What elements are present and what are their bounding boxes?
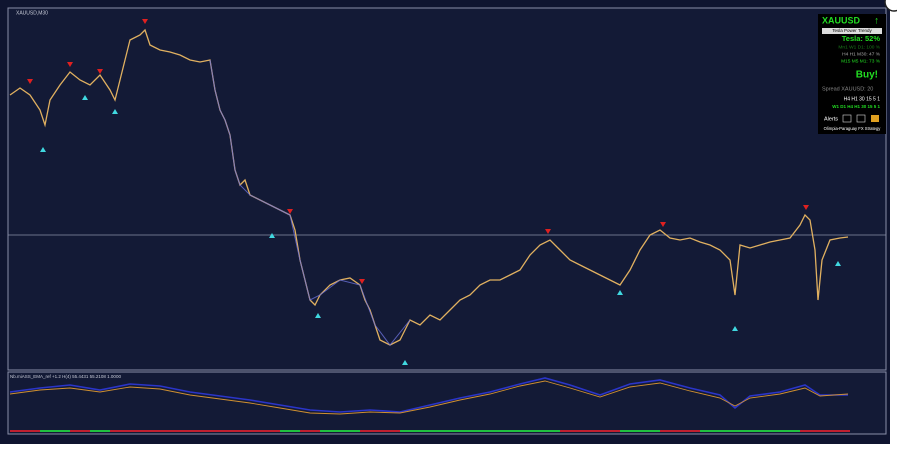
strip-segment [800, 430, 850, 432]
strip-segment [360, 430, 400, 432]
strip-segment [620, 430, 660, 432]
panel-signal: Buy! [856, 70, 878, 81]
subtitle-box [822, 28, 882, 34]
strip-segment [560, 430, 620, 432]
strip-segment [300, 430, 320, 432]
alert-icon[interactable] [842, 114, 852, 123]
strip-segment [700, 430, 740, 432]
panel-line: M15 M5 M1: 73 % [841, 58, 881, 64]
price-path-shadow [209, 59, 411, 346]
panel-spread: Spread XAUUSD: 20 [822, 86, 873, 92]
panel-line: H4 H1 M30: 47 % [842, 51, 881, 57]
panel-timeframes-colored: W1 D1 H4 H1 30 15 5 1 [832, 104, 880, 109]
panel-tesla: Tesla: 52% [842, 34, 881, 43]
trend-strip [10, 430, 850, 432]
strip-segment [10, 430, 40, 432]
strip-segment [70, 430, 90, 432]
panel-footer: Olimpia-Paraguay FX Strategy [824, 126, 882, 131]
panel-timeframes: H4 H1 30 15 5 1 [844, 96, 881, 102]
indicator-line-blue [9, 377, 848, 413]
buy-arrow [835, 261, 841, 266]
panel-symbol: XAUUSD [822, 15, 861, 25]
mail-icon[interactable] [856, 114, 866, 123]
main-window [7, 7, 887, 371]
indicator-label: Nb.miASS_EMA_ref +1.2 H(4) 55.4431 55.21… [10, 374, 121, 379]
sell-arrow [97, 69, 103, 74]
buy-arrow [82, 95, 88, 100]
buy-arrow [315, 313, 321, 318]
corner-button[interactable] [884, 0, 897, 12]
symbol-label: XAUUSD,M30 [16, 10, 48, 16]
sell-arrow [142, 19, 148, 24]
sell-arrow [660, 222, 666, 227]
strip-segment [740, 430, 800, 432]
sell-arrow [27, 79, 33, 84]
panel-subtitle: Tesla Power Trendy [832, 28, 872, 33]
buy-arrow [732, 326, 738, 331]
buy-arrow [402, 360, 408, 365]
strip-segment [280, 430, 300, 432]
strip-segment [660, 430, 700, 432]
panel-alerts: Alerts [824, 116, 838, 122]
sell-arrow [803, 205, 809, 210]
sell-arrow [545, 229, 551, 234]
sell-arrow [67, 62, 73, 67]
panel-line: Mn1 W1 D1: 100 % [838, 44, 880, 50]
strip-segment [110, 430, 150, 432]
buy-arrow [617, 290, 623, 295]
buy-arrow [40, 147, 46, 152]
strip-segment [90, 430, 110, 432]
sell-arrow [287, 209, 293, 214]
buy-arrow [269, 233, 275, 238]
strip-segment [320, 430, 360, 432]
strip-segment [40, 430, 70, 432]
sell-arrow [359, 279, 365, 284]
buy-arrow [112, 109, 118, 114]
panel-arrow: ↑ [874, 16, 879, 27]
strip-segment [150, 430, 280, 432]
signal-arrows [27, 19, 841, 365]
strip-segment [400, 430, 560, 432]
indicator-line-orange [9, 380, 849, 415]
phone-icon[interactable] [871, 115, 879, 122]
